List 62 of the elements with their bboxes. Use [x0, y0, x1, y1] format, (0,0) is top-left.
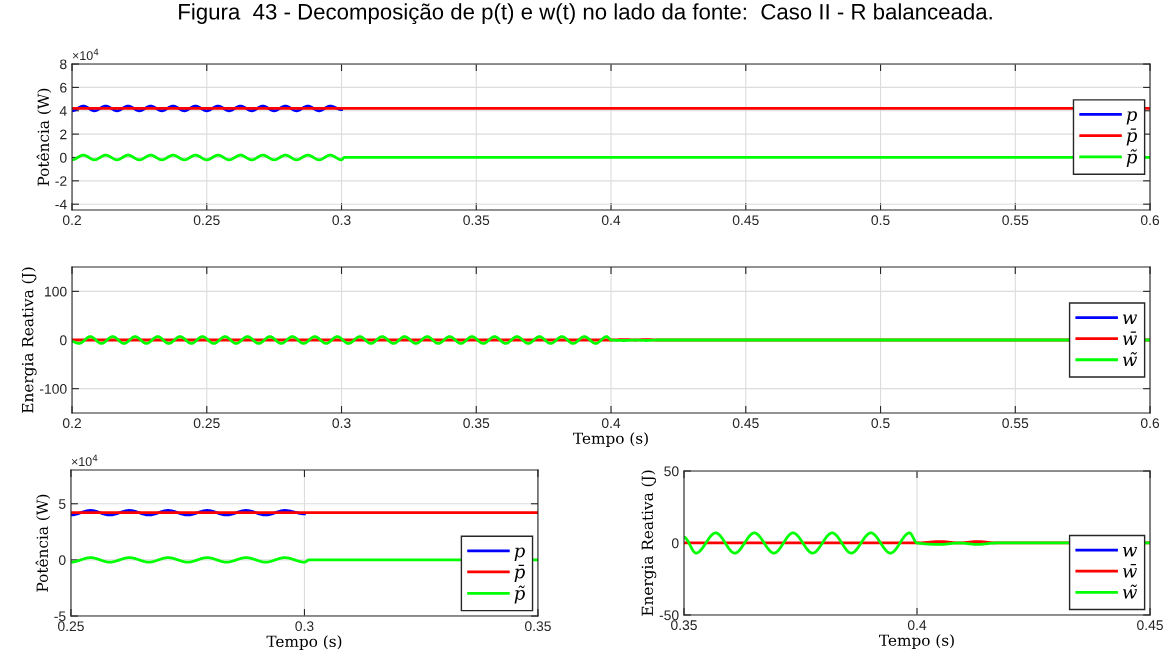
x-tick-label: 0.35 — [671, 620, 697, 631]
x-axis-title: Tempo (s) — [879, 634, 954, 649]
x-tick-label: 0.2 — [62, 215, 81, 226]
y-tick-label: 4 — [59, 106, 67, 116]
x-tick-label: 0.2 — [62, 418, 81, 429]
text: ×10$^{4}$ — [71, 454, 98, 467]
x-tick-label: 0.5 — [871, 418, 890, 429]
chart-title: Figura 43 - Decomposição de p(t) e w(t) no lado da fonte: Caso II - R balanceada. — [179, 3, 992, 25]
legend-label: w — [1122, 314, 1138, 324]
text: ×10$^{4}$ — [72, 48, 99, 61]
x-tick-label: 0.3 — [332, 418, 351, 429]
x-tick-label: 0.45 — [732, 215, 759, 226]
legend-label: p̃ — [514, 585, 525, 604]
y-tick-label: -4 — [55, 199, 67, 210]
y-tick-label: 0 — [59, 152, 67, 163]
legend-label: p̃ — [1126, 149, 1137, 168]
y-tick-label: -5 — [54, 611, 66, 622]
legend-label: p — [1126, 111, 1137, 125]
x-tick-label: 0.25 — [57, 621, 84, 632]
legend-label: w — [1122, 547, 1138, 557]
x-tick-label: 0.4 — [601, 215, 621, 226]
x-tick-label: 0.25 — [193, 215, 220, 226]
x-tick-label: 0.25 — [193, 418, 220, 429]
x-axis-title: Tempo (s) — [573, 432, 648, 447]
y-axis-title: Potência (W) — [36, 88, 52, 186]
x-tick-label: 0.6 — [1140, 215, 1160, 226]
y-tick-label: -50 — [659, 610, 679, 621]
x-tick-label: 0.35 — [463, 418, 490, 429]
legend-label: w̄ — [1122, 564, 1138, 578]
y-tick-label: -2 — [55, 176, 67, 186]
y-tick-label: 8 — [60, 59, 67, 70]
y-tick-label: 0 — [58, 555, 66, 566]
legend-label: w̃ — [1122, 584, 1138, 599]
x-tick-label: 0.45 — [1137, 620, 1163, 631]
x-tick-label: 0.3 — [332, 215, 351, 226]
x-tick-label: 0.5 — [871, 215, 890, 226]
x-axis-title: Tempo (s) — [266, 635, 342, 651]
x-tick-label: 0.4 — [907, 620, 927, 631]
y-axis-title: Potência (W) — [35, 494, 51, 592]
y-tick-label: 6 — [60, 82, 67, 93]
legend-label: w̄ — [1122, 331, 1138, 345]
x-tick-label: 0.55 — [1002, 418, 1029, 429]
y-tick-label: 100 — [45, 286, 67, 297]
legend-label: w̃ — [1122, 352, 1138, 367]
x-tick-label: 0.55 — [1002, 215, 1029, 226]
y-tick-label: 50 — [664, 466, 679, 477]
y-tick-label: 5 — [58, 499, 66, 509]
y-axis-title: Energia Reativa (J) — [21, 267, 37, 413]
x-tick-label: 0.35 — [463, 215, 490, 226]
x-tick-label: 0.6 — [1140, 418, 1160, 429]
x-tick-label: 0.45 — [732, 418, 759, 429]
x-tick-label: 0.4 — [601, 418, 621, 429]
x-tick-label: 0.3 — [295, 621, 314, 632]
y-tick-label: -100 — [39, 384, 67, 394]
y-axis-title: Energia Reativa (J) — [641, 470, 657, 616]
x-tick-label: 0.35 — [524, 621, 551, 632]
legend-label: p̄ — [514, 564, 525, 582]
y-tick-label: 2 — [60, 129, 67, 140]
y-tick-label: 0 — [671, 538, 679, 549]
legend-label: p̄ — [1126, 128, 1137, 146]
y-tick-label: 0 — [59, 335, 67, 346]
legend-label: p — [514, 547, 525, 561]
